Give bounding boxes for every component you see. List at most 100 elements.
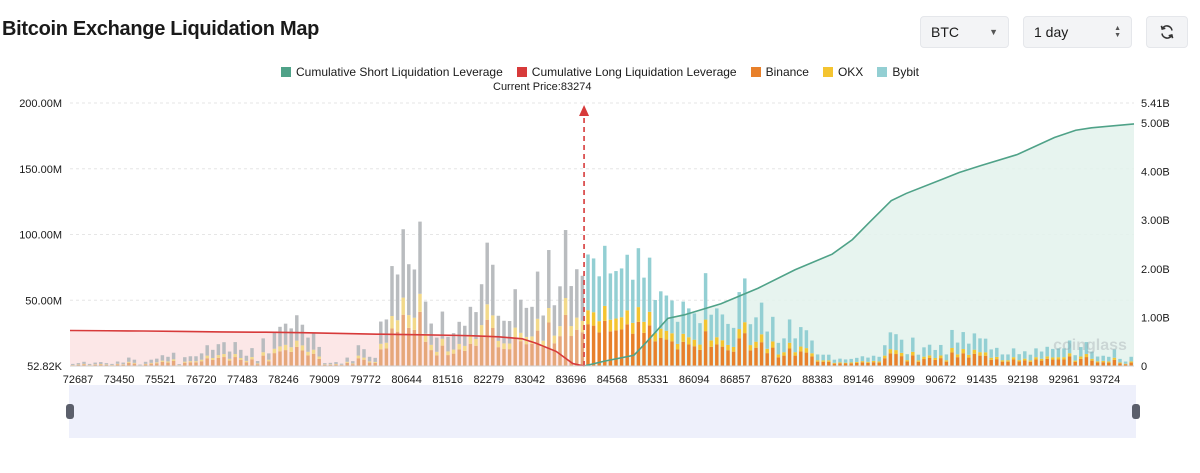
bar-binance — [625, 324, 629, 366]
bar-bybit — [104, 363, 109, 365]
bar-okx — [401, 297, 405, 315]
bar-bybit — [1006, 354, 1010, 361]
bar-binance — [351, 364, 355, 366]
coin-select[interactable]: BTC ▼ — [920, 16, 1009, 48]
bar-okx — [894, 350, 898, 355]
legend-item-short[interactable]: Cumulative Short Liquidation Leverage — [280, 65, 503, 79]
bar-okx — [250, 357, 254, 360]
bar-okx — [603, 305, 607, 321]
bar-bybit — [390, 266, 394, 317]
bar-bybit — [171, 352, 176, 360]
bar-binance — [250, 359, 254, 366]
bar-bybit — [743, 278, 747, 323]
bar-okx — [1062, 357, 1066, 360]
bar-bybit — [989, 349, 993, 358]
bar-bybit — [306, 337, 310, 352]
range-select-value: 1 day — [1034, 24, 1069, 40]
zoom-slider-track[interactable] — [69, 385, 1136, 438]
bar-okx — [317, 356, 321, 359]
bar-bybit — [636, 248, 641, 308]
bar-bybit — [843, 359, 848, 363]
bar-okx — [647, 311, 652, 326]
bar-okx — [183, 361, 187, 363]
zoom-handle-right[interactable] — [1132, 404, 1140, 419]
bar-bybit — [457, 321, 461, 344]
bar-bybit — [916, 354, 921, 361]
zoom-handle-left[interactable] — [66, 404, 74, 419]
bar-bybit — [440, 311, 445, 339]
bar-bybit — [860, 356, 865, 362]
bar-okx — [972, 349, 977, 354]
bar-binance — [278, 351, 282, 366]
bar-bybit — [608, 273, 613, 320]
bar-binance — [888, 353, 893, 366]
bar-bybit — [211, 349, 215, 358]
bar-binance — [950, 352, 954, 366]
legend-item-binance[interactable]: Binance — [750, 65, 809, 79]
bar-bybit — [815, 354, 820, 361]
bar-binance — [356, 358, 361, 366]
bar-binance — [692, 346, 697, 366]
bar-bybit — [804, 330, 809, 349]
bar-binance — [205, 358, 209, 366]
bar-bybit — [401, 229, 405, 298]
bar-binance — [597, 332, 601, 366]
bar-binance — [267, 361, 271, 366]
bar-okx — [474, 339, 478, 346]
bar-okx — [933, 357, 937, 360]
bar-bybit — [709, 314, 713, 341]
bar-bybit — [412, 269, 417, 318]
bar-bybit — [1090, 351, 1094, 359]
y-tick-label-right: 5.00B — [1141, 118, 1170, 130]
bar-bybit — [367, 356, 372, 362]
up-down-icon: ▲ ▼ — [1114, 25, 1121, 39]
bar-bybit — [799, 327, 803, 347]
bar-bybit — [1056, 348, 1061, 358]
bar-bybit — [983, 338, 988, 353]
legend-item-okx[interactable]: OKX — [822, 65, 863, 79]
bar-okx — [1011, 357, 1016, 360]
bar-binance — [71, 365, 75, 366]
bar-bybit — [1073, 355, 1077, 361]
bar-binance — [519, 341, 523, 366]
bar-bybit — [703, 273, 708, 320]
bar-okx — [278, 346, 282, 352]
bar-okx — [922, 356, 926, 360]
bar-binance — [485, 319, 489, 366]
bar-binance — [703, 331, 708, 366]
bar-okx — [670, 333, 674, 342]
bar-binance — [1023, 360, 1027, 366]
bar-okx — [485, 304, 489, 320]
bar-bybit — [575, 269, 579, 318]
bar-binance — [323, 364, 327, 366]
current-price-label: Current Price:83274 — [493, 81, 592, 93]
bar-okx — [575, 317, 579, 330]
legend-item-long[interactable]: Cumulative Long Liquidation Leverage — [516, 65, 737, 79]
bar-okx — [513, 327, 517, 338]
bar-okx — [995, 356, 999, 360]
bar-binance — [1073, 361, 1077, 366]
bar-okx — [944, 360, 949, 362]
bar-binance — [502, 349, 506, 366]
bar-okx — [356, 355, 361, 359]
bar-binance — [407, 327, 411, 366]
range-select[interactable]: 1 day ▲ ▼ — [1023, 16, 1132, 48]
bar-bybit — [681, 301, 685, 334]
bar-okx — [967, 354, 971, 358]
bar-binance — [1123, 364, 1128, 366]
bar-binance — [687, 344, 691, 366]
bar-binance — [978, 355, 982, 366]
bar-bybit — [317, 346, 321, 357]
bar-binance — [1118, 363, 1122, 366]
legend-swatch — [877, 67, 888, 77]
bar-okx — [463, 345, 467, 351]
bar-bybit — [647, 257, 652, 312]
bar-okx — [171, 359, 176, 361]
bar-binance — [1045, 358, 1049, 366]
legend-item-bybit[interactable]: Bybit — [877, 65, 919, 79]
bar-okx — [272, 348, 277, 354]
bar-binance — [810, 356, 814, 366]
bar-okx — [233, 354, 237, 358]
bar-binance — [1028, 361, 1033, 366]
refresh-button[interactable] — [1146, 16, 1188, 48]
